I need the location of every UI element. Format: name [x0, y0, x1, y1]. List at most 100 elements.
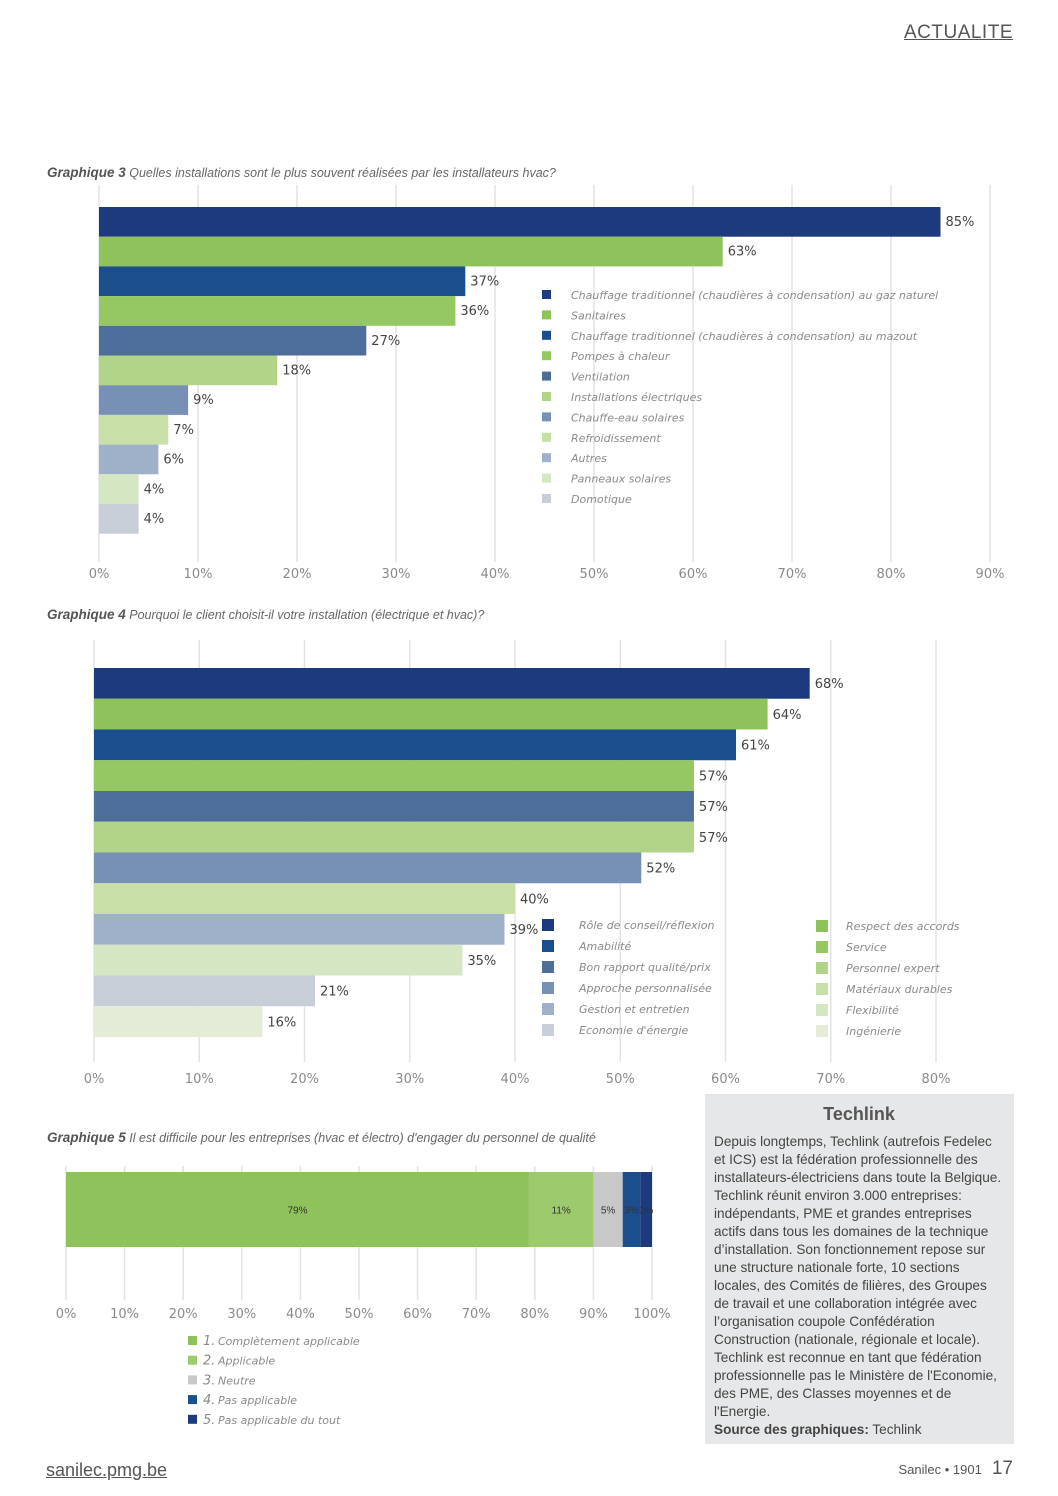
- chart4-bar-label: 61%: [741, 739, 770, 754]
- chart3-tick-label: 50%: [580, 567, 609, 582]
- chart3-tick-label: 70%: [778, 567, 807, 582]
- chart5-segment: [528, 1172, 594, 1247]
- chart5-legend-label: Complètement applicable: [218, 1335, 360, 1348]
- chart5-segment: [622, 1172, 641, 1247]
- chart3-tick-label: 80%: [877, 567, 906, 582]
- chart5-plot: 0% 10% 20% 30% 40% 50% 60% 70% 80% 90% 100% 79% 11% 5…: [56, 1166, 671, 1428]
- chart3-bar: [99, 504, 139, 534]
- chart3-bar: [99, 236, 723, 267]
- chart3-bar-label: 4%: [144, 482, 165, 497]
- chart3-bar-label: 85%: [946, 215, 975, 230]
- chart3-legend-swatch: [542, 494, 551, 503]
- chart4-tick-label: 40%: [501, 1072, 530, 1087]
- chart3-legend-swatch: [542, 392, 551, 401]
- chart5-tick-label: 80%: [520, 1307, 549, 1322]
- chart5-legend-number: 2.: [203, 1354, 215, 1369]
- chart3-bar: [99, 207, 941, 237]
- footer-issue: Sanilec • 1901 17: [899, 1458, 1013, 1480]
- chart4-legend-label: Personnel expert: [846, 962, 940, 975]
- chart5-segment: [640, 1172, 652, 1247]
- chart3-bar-label: 7%: [173, 423, 194, 438]
- chart4-bar: [94, 760, 694, 791]
- chart4-bar: [94, 944, 463, 976]
- infobox-source-label: Source des graphiques:: [714, 1422, 869, 1437]
- infobox-source-value: Techlink: [872, 1422, 922, 1437]
- chart5-segment-label: 3%: [624, 1206, 639, 1217]
- chart5-segment: [66, 1172, 529, 1247]
- chart4-legend-swatch: [542, 961, 554, 973]
- chart4-bar-label: 64%: [773, 708, 802, 723]
- chart3-legend-swatch: [542, 473, 551, 483]
- chart3-title: Graphique 3 Quelles installations sont l…: [47, 165, 556, 180]
- chart5-tick-label: 10%: [110, 1307, 139, 1322]
- chart3-legend-label: Ventilation: [571, 371, 630, 384]
- chart4-legend-label: Ingénierie: [846, 1025, 901, 1038]
- chart4-bar-label: 16%: [267, 1015, 296, 1030]
- chart4-bar: [94, 668, 810, 699]
- chart3-bar: [99, 444, 159, 475]
- chart4-legend-label: Amabilité: [578, 940, 631, 953]
- chart3-tick-label: 20%: [283, 567, 312, 582]
- chart4-bar: [94, 975, 316, 1007]
- chart3-legend-swatch: [542, 330, 551, 340]
- chart3-legend-label: Panneaux solaires: [571, 473, 671, 486]
- footer-issue-text: Sanilec • 1901: [898, 1462, 982, 1477]
- chart3-bar: [99, 474, 139, 504]
- chart4-legend-swatch: [542, 982, 554, 994]
- chart3-legend-swatch: [542, 371, 551, 381]
- chart4-legend-swatch: [542, 940, 554, 952]
- chart3-legend-label: Sanitaires: [571, 309, 626, 322]
- chart3-tick-label: 10%: [184, 567, 213, 582]
- chart4-bar: [94, 729, 737, 761]
- chart5-legend-label: Neutre: [218, 1374, 256, 1387]
- chart5-legend-number: 4.: [203, 1393, 215, 1408]
- chart4-legend-label: Gestion et entretien: [579, 1003, 690, 1016]
- chart4-legend-swatch: [816, 1004, 828, 1016]
- chart4-legend-swatch: [542, 1024, 554, 1036]
- chart3-bar: [99, 385, 189, 415]
- chart4-bar: [94, 1006, 263, 1037]
- chart5-segment-label: 79%: [287, 1206, 307, 1217]
- chart3-bar-label: 18%: [282, 364, 311, 379]
- chart4-legend-label: Economie d'énergie: [579, 1024, 689, 1037]
- chart4-bar: [94, 914, 505, 945]
- chart3-title-text: Quelles installations sont le plus souve…: [129, 166, 556, 180]
- chart5-segment-label: 5%: [601, 1206, 616, 1217]
- infobox-title: Techlink: [823, 1104, 895, 1124]
- chart5-title-text: Il est difficile pour les entreprises (h…: [129, 1131, 596, 1145]
- chart3-legend-label: Chauffage traditionnel (chaudières à con…: [571, 289, 938, 302]
- techlink-infobox: Techlink Depuis longtemps, Techlink (aut…: [705, 1094, 1014, 1444]
- chart3-bar: [99, 266, 466, 297]
- chart5-tick-label: 50%: [345, 1307, 374, 1322]
- chart4-legend-label: Bon rapport qualité/prix: [579, 961, 711, 974]
- chart3-tick-label: 30%: [382, 567, 411, 582]
- chart5-title: Graphique 5 Il est difficile pour les en…: [47, 1130, 596, 1145]
- chart3-legend-swatch: [542, 453, 551, 463]
- chart4-bar-label: 57%: [699, 800, 728, 815]
- chart4-legend-label: Matériaux durables: [846, 983, 953, 996]
- chart5-segment: [593, 1172, 623, 1247]
- chart3-tick-label: 60%: [679, 567, 708, 582]
- chart3-legend-swatch: [542, 351, 551, 361]
- chart5-tick-label: 90%: [579, 1307, 608, 1322]
- chart4-legend-swatch: [816, 920, 828, 932]
- chart5-legend-label: Pas applicable: [218, 1394, 297, 1407]
- chart3-legend-swatch: [542, 412, 551, 422]
- chart3-bar: [99, 414, 169, 445]
- chart3-legend-label: Refroidissement: [571, 432, 661, 445]
- chart3-tick-label: 0%: [89, 567, 110, 582]
- chart4-bar-label: 57%: [699, 831, 728, 846]
- footer-url[interactable]: sanilec.pmg.be: [46, 1460, 168, 1480]
- chart4-bar: [94, 791, 694, 822]
- chart4-legend-swatch: [816, 941, 828, 953]
- chart3-legend-swatch: [542, 432, 551, 442]
- chart4-tick-label: 20%: [290, 1072, 319, 1087]
- section-label: ACTUALITE: [903, 22, 1013, 43]
- chart3-tick-label: 40%: [481, 567, 510, 582]
- chart3-legend-swatch: [542, 310, 551, 320]
- chart4-tick-label: 70%: [816, 1072, 845, 1087]
- chart4-title: Graphique 4 Pourquoi le client choisit-i…: [47, 607, 484, 622]
- chart5-legend-label: Applicable: [217, 1355, 275, 1368]
- chart4-legend-label: Approche personnalisée: [578, 982, 712, 995]
- chart5-legend-swatch: [188, 1336, 197, 1345]
